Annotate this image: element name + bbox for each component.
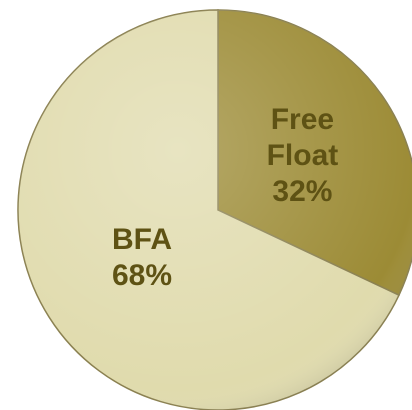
slice-category: BFA xyxy=(112,223,172,257)
slice-value-label: 68% xyxy=(111,259,173,293)
slice-value-label: 32% xyxy=(272,175,333,209)
slice-label: BFA 68% xyxy=(87,222,197,294)
slice-label: Free Float 32% xyxy=(247,102,357,210)
slice-category: Free Float xyxy=(266,103,339,173)
